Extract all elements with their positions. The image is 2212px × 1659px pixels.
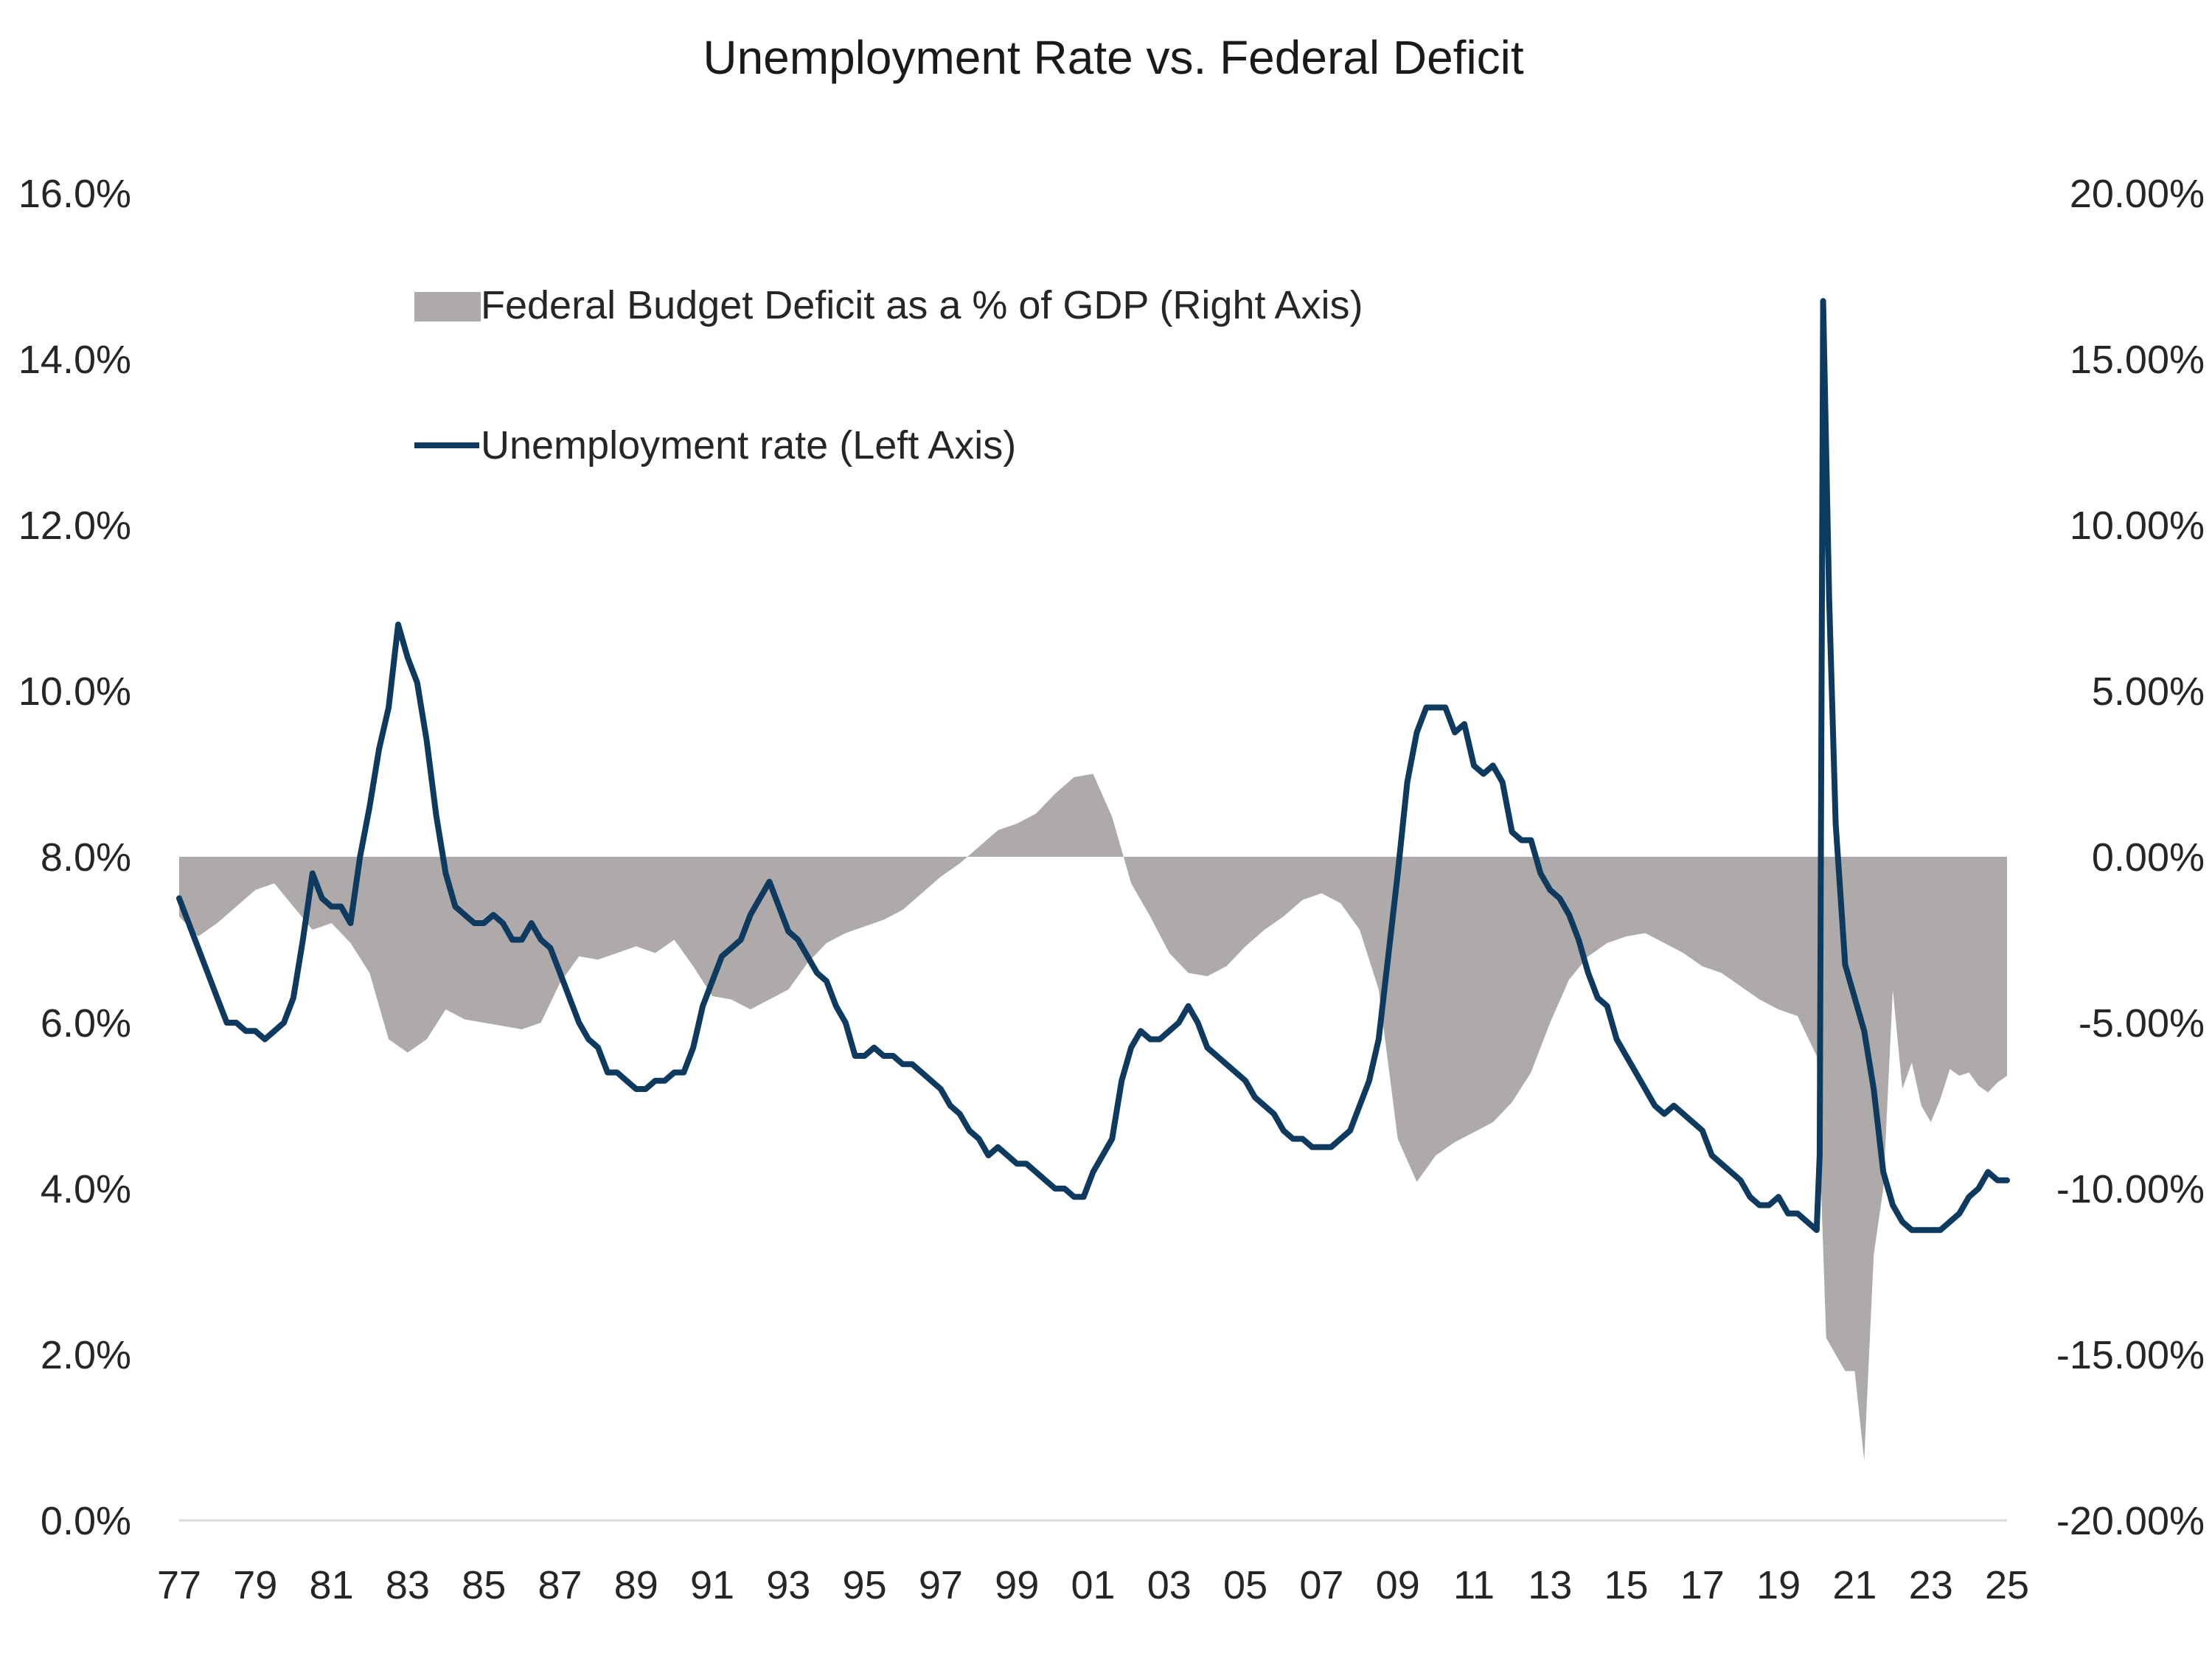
legend: Federal Budget Deficit as a % of GDP (Ri… (414, 283, 1363, 467)
left-tick-label: 4.0% (41, 1167, 131, 1211)
x-tick-label: 83 (386, 1563, 430, 1607)
left-tick-label: 6.0% (41, 1001, 131, 1046)
right-tick-label: -5.00% (2079, 1001, 2205, 1046)
x-tick-label: 99 (995, 1563, 1039, 1607)
x-tick-label: 89 (614, 1563, 658, 1607)
x-tick-label: 15 (1604, 1563, 1648, 1607)
x-tick-label: 87 (538, 1563, 582, 1607)
right-tick-label: 20.00% (2070, 172, 2205, 216)
x-tick-label: 07 (1299, 1563, 1343, 1607)
unemployment-line-layer (176, 298, 2010, 1234)
x-tick-label: 23 (1909, 1563, 1953, 1607)
chart-title: Unemployment Rate vs. Federal Deficit (703, 31, 1524, 84)
left-tick-label: 0.0% (41, 1499, 131, 1543)
x-tick-label: 05 (1223, 1563, 1267, 1607)
legend-swatch-deficit (414, 292, 481, 321)
unemployment-line (176, 298, 2010, 1234)
x-tick-label: 17 (1680, 1563, 1725, 1607)
left-tick-label: 10.0% (18, 669, 131, 714)
deficit-area (179, 773, 2007, 1461)
x-tick-label: 21 (1832, 1563, 1877, 1607)
x-tick-label: 97 (919, 1563, 963, 1607)
x-tick-label: 03 (1147, 1563, 1192, 1607)
x-tick-label: 19 (1756, 1563, 1801, 1607)
left-axis-ticks: 0.0% 2.0% 4.0% 6.0% 8.0% 10.0% 12.0% 14.0% 16.0% (18, 172, 131, 1543)
right-tick-label: 15.00% (2070, 338, 2205, 382)
x-tick-label: 95 (843, 1563, 887, 1607)
x-tick-label: 11 (1453, 1563, 1495, 1607)
right-tick-label: -20.00% (2056, 1499, 2205, 1543)
right-tick-label: 5.00% (2092, 669, 2205, 714)
right-tick-label: -15.00% (2056, 1333, 2205, 1377)
left-tick-label: 2.0% (41, 1333, 131, 1377)
x-tick-label: 77 (157, 1563, 201, 1607)
x-tick-label: 01 (1071, 1563, 1115, 1607)
x-tick-label: 91 (690, 1563, 734, 1607)
legend-label-unemployment: Unemployment rate (Left Axis) (481, 423, 1016, 467)
x-tick-label: 81 (310, 1563, 354, 1607)
left-tick-label: 12.0% (18, 504, 131, 548)
right-tick-label: 0.00% (2092, 835, 2205, 880)
x-tick-label: 93 (766, 1563, 810, 1607)
right-axis-ticks: -20.00% -15.00% -10.00% -5.00% 0.00% 5.00% 10.… (2056, 172, 2205, 1543)
x-tick-label: 25 (1985, 1563, 2029, 1607)
x-tick-label: 13 (1528, 1563, 1572, 1607)
x-tick-label: 09 (1376, 1563, 1420, 1607)
right-tick-label: 10.00% (2070, 504, 2205, 548)
deficit-area-layer (179, 773, 2007, 1461)
right-tick-label: -10.00% (2056, 1167, 2205, 1211)
left-tick-label: 8.0% (41, 835, 131, 880)
x-tick-label: 79 (233, 1563, 277, 1607)
left-tick-label: 14.0% (18, 338, 131, 382)
legend-label-deficit: Federal Budget Deficit as a % of GDP (Ri… (481, 283, 1363, 327)
x-tick-label: 85 (462, 1563, 506, 1607)
left-tick-label: 16.0% (18, 172, 131, 216)
x-axis-ticks: 77 79 81 83 85 87 89 91 93 95 97 99 01 03 05 07 09 11 13 15… (157, 1563, 2029, 1607)
